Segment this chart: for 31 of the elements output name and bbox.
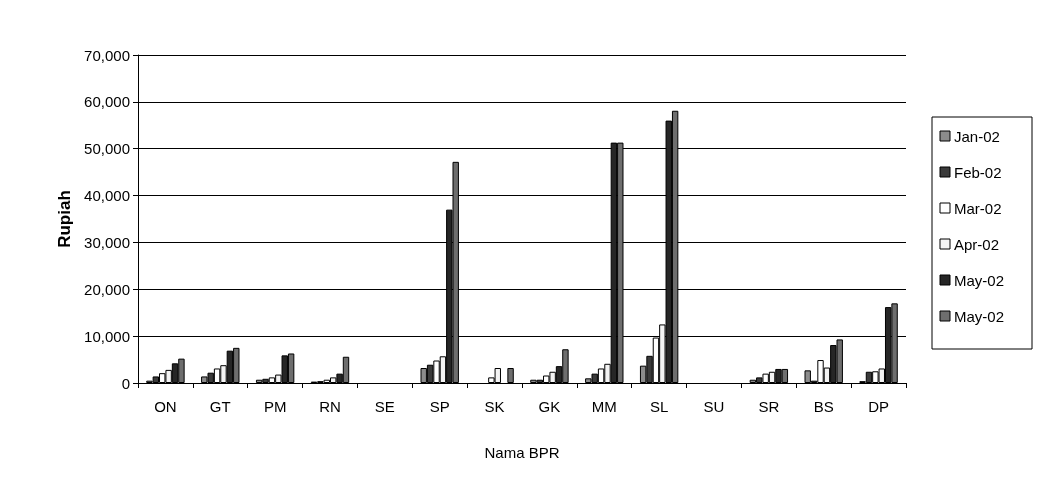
x-tick-label: SR [758,398,780,415]
bar [507,368,514,383]
y-tick-label: 60,000 [84,93,130,111]
x-tick-label: DP [868,398,889,415]
y-tick-label: 40,000 [84,187,130,205]
x-tick-label: ON [154,398,177,415]
legend-label: May-02 [954,271,1005,289]
legend-label: Jan-02 [954,127,1000,145]
x-tick-label: RN [319,398,341,415]
x-tick-label: SU [703,398,725,415]
y-tick-label: 20,000 [84,280,130,298]
x-tick-label: MM [591,398,617,415]
y-tick-label: 30,000 [84,233,130,251]
legend-label: Apr-02 [954,235,1000,253]
x-tick-label: SK [484,398,505,415]
x-tick-label: GK [538,398,561,415]
y-tick-label: 0 [121,374,130,392]
legend-label: May-02 [954,307,1005,325]
y-tick-label: 10,000 [84,327,130,345]
legend-label: Feb-02 [954,163,1002,181]
x-tick-label: BS [813,398,834,415]
x-tick-label: SL [649,398,669,415]
y-tick-label: 50,000 [84,140,130,158]
y-axis-title: Rupiah [55,190,75,248]
x-tick-label: SE [374,398,395,415]
x-tick-label: PM [263,398,287,415]
y-tick-label: 70,000 [84,46,130,64]
x-tick-label: GT [209,398,231,415]
legend-label: Mar-02 [954,199,1002,217]
x-axis-title: Nama BPR [484,444,560,461]
x-tick-label: SP [429,398,450,415]
